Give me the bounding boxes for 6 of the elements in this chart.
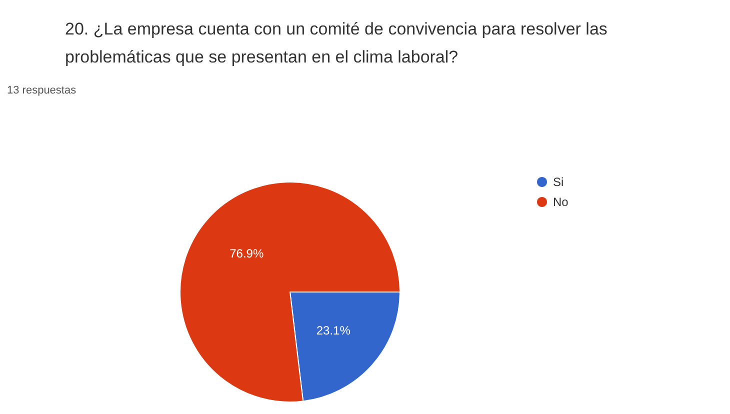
text: 13 respuestas <box>7 84 77 96</box>
legend-label: Si <box>553 175 564 189</box>
legend-label: No <box>553 195 569 209</box>
chart-title: 20. ¿La empresa cuenta con un comité de convivencia para resolver las problemáticas que se presentan en el clima laboral? <box>65 20 612 66</box>
data-label: 76.9% <box>230 246 264 261</box>
data-label: 23.1% <box>316 323 351 338</box>
